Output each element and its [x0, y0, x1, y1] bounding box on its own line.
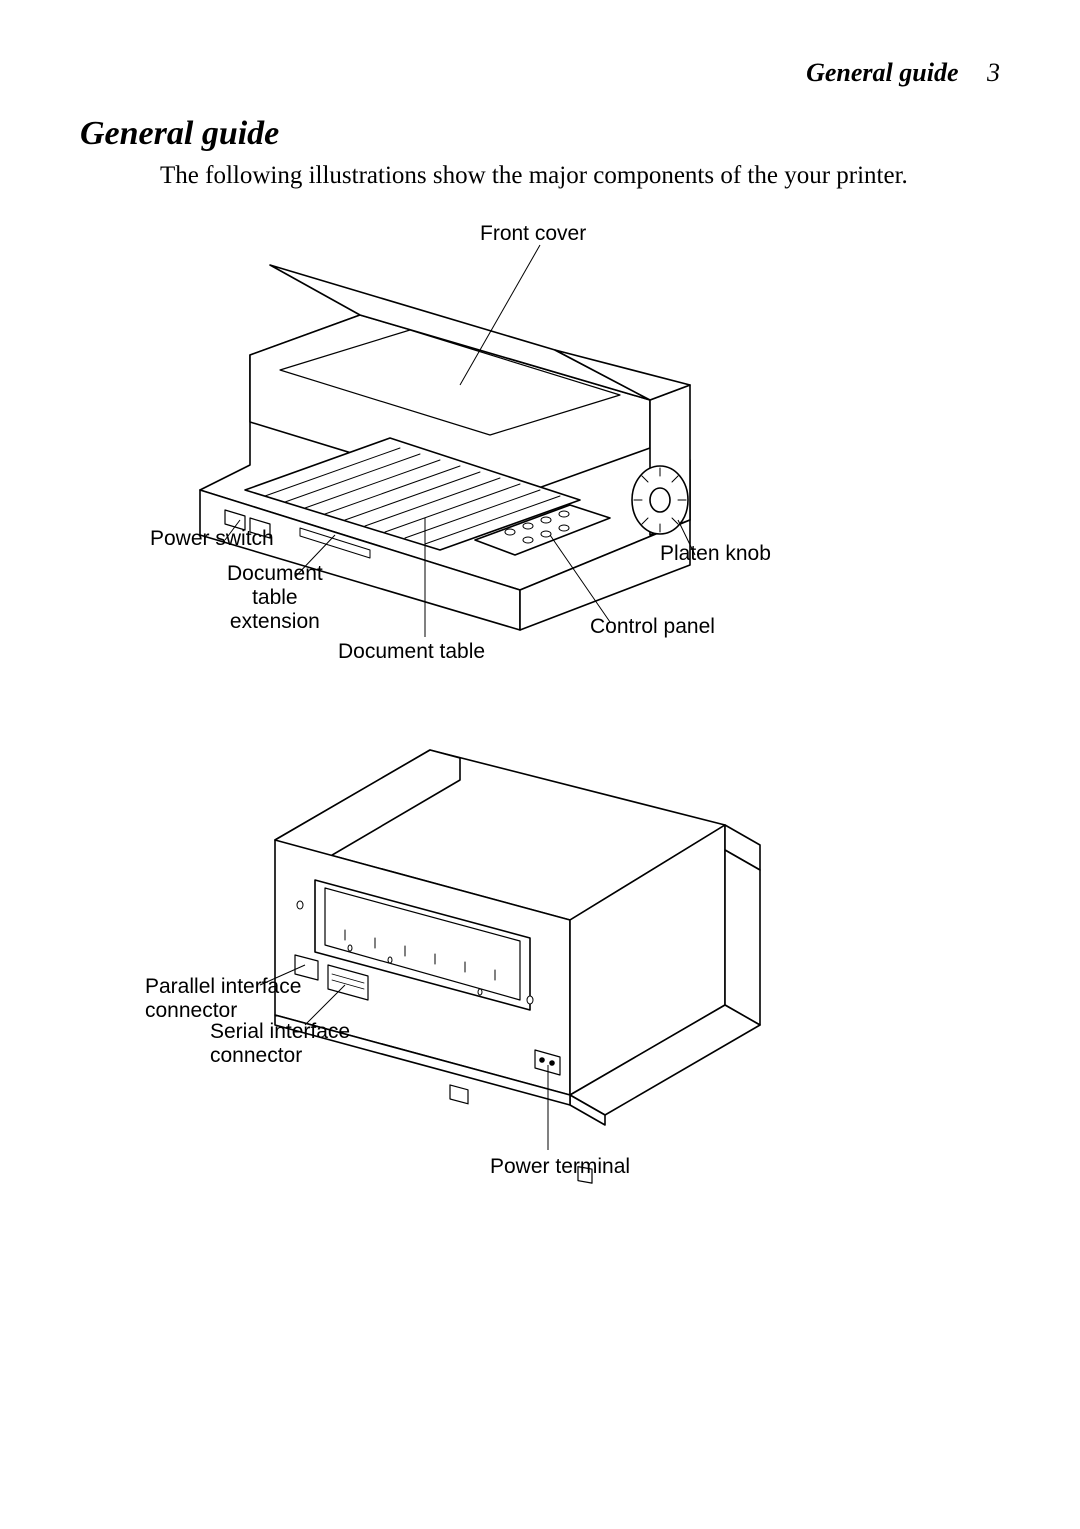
- figure-rear: [200, 730, 820, 1190]
- page-number: 3: [987, 58, 1000, 87]
- label-control-panel: Control panel: [590, 615, 715, 639]
- label-front-cover: Front cover: [480, 222, 586, 246]
- label-power-terminal: Power terminal: [490, 1155, 630, 1179]
- label-doc-table: Document table: [338, 640, 485, 664]
- label-serial: Serial interfaceconnector: [210, 1020, 350, 1068]
- label-power-switch: Power switch: [150, 527, 274, 551]
- header-title: General guide: [806, 58, 958, 87]
- page-header: General guide 3: [806, 58, 1000, 88]
- label-doc-table-ext: Documenttableextension: [227, 562, 323, 634]
- label-parallel: Parallel interfaceconnector: [145, 975, 301, 1023]
- label-platen-knob: Platen knob: [660, 542, 771, 566]
- section-title: General guide: [80, 115, 279, 153]
- intro-text: The following illustrations show the maj…: [160, 162, 908, 190]
